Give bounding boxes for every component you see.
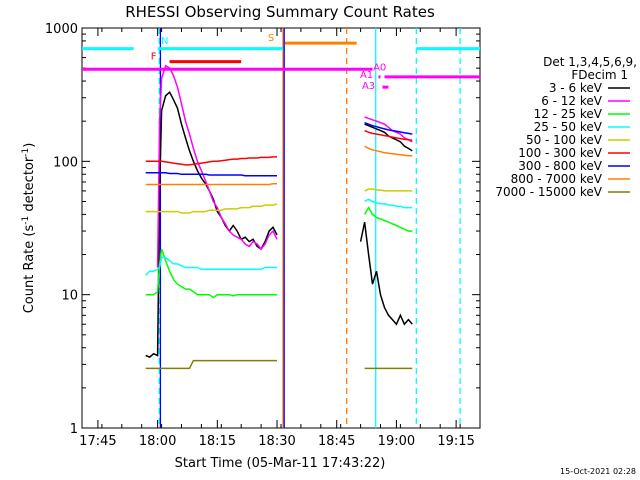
series-line [145, 203, 278, 214]
flag-label: F [151, 52, 157, 63]
series-line [364, 121, 413, 135]
series-line [364, 116, 413, 143]
series-line [363, 206, 413, 232]
plot-frame [81, 27, 481, 429]
legend-label: 100 - 300 keV [518, 146, 602, 160]
series-line [364, 145, 413, 157]
footer-date: 15-Oct-2021 02:28 [560, 467, 636, 476]
y-tick-label: 1 [70, 422, 78, 437]
legend-label: 300 - 800 keV [518, 159, 602, 173]
flag-label: N [161, 36, 168, 47]
series-line [359, 221, 413, 326]
legend-label: 800 - 7000 keV [511, 172, 603, 186]
series-line [145, 156, 277, 166]
x-tick-label: 18:30 [258, 434, 295, 449]
series-line [145, 90, 278, 358]
x-axis: 17:45 18:00 18:15 18:30 18:45 19:00 19:15 [79, 28, 481, 449]
y-tick-label: 100 [53, 155, 78, 170]
flag-label: A1 [360, 70, 373, 81]
series-line [145, 182, 277, 186]
series-line [364, 129, 413, 141]
x-tick-label: 18:45 [318, 434, 355, 449]
series-line [145, 248, 277, 299]
x-axis-label: Start Time (05-Mar-11 17:43:22) [175, 456, 386, 471]
legend-label: 6 - 12 keV [541, 94, 603, 108]
legend-label: 3 - 6 keV [549, 81, 603, 95]
series-line [364, 198, 413, 209]
legend-label: 12 - 25 keV [534, 107, 603, 121]
y-axis-label: Count Rate (s-1 detector-1) [21, 143, 37, 314]
series-line [364, 188, 413, 192]
x-tick-label: 18:15 [199, 434, 236, 449]
y-tick-label: 1000 [45, 22, 78, 37]
legend-label: 7000 - 15000 keV [495, 185, 602, 199]
y-axis: 1 10 100 1000 [45, 22, 480, 437]
x-tick-label: 19:00 [378, 434, 415, 449]
legend-label: 25 - 50 keV [534, 120, 603, 134]
series-line [145, 359, 277, 370]
x-tick-label: 18:00 [139, 434, 176, 449]
legend-header-1: Det 1,3,4,5,6,9, [543, 55, 637, 69]
flag-label: A0 [373, 63, 386, 74]
series-line [145, 256, 277, 276]
x-tick-label: 19:15 [437, 434, 474, 449]
series-group [145, 64, 413, 370]
flag-label: S [268, 33, 274, 44]
chart-title: RHESSI Observing Summary Count Rates [125, 3, 435, 21]
x-tick-label: 17:45 [79, 434, 116, 449]
series-line [156, 64, 278, 268]
legend-label: 50 - 100 keV [526, 133, 603, 147]
vertical-markers [158, 28, 461, 428]
series-line [145, 172, 277, 177]
y-tick-label: 10 [61, 289, 78, 304]
flag-label: A3 [362, 81, 375, 92]
legend-header-2: FDecim 1 [571, 68, 628, 82]
